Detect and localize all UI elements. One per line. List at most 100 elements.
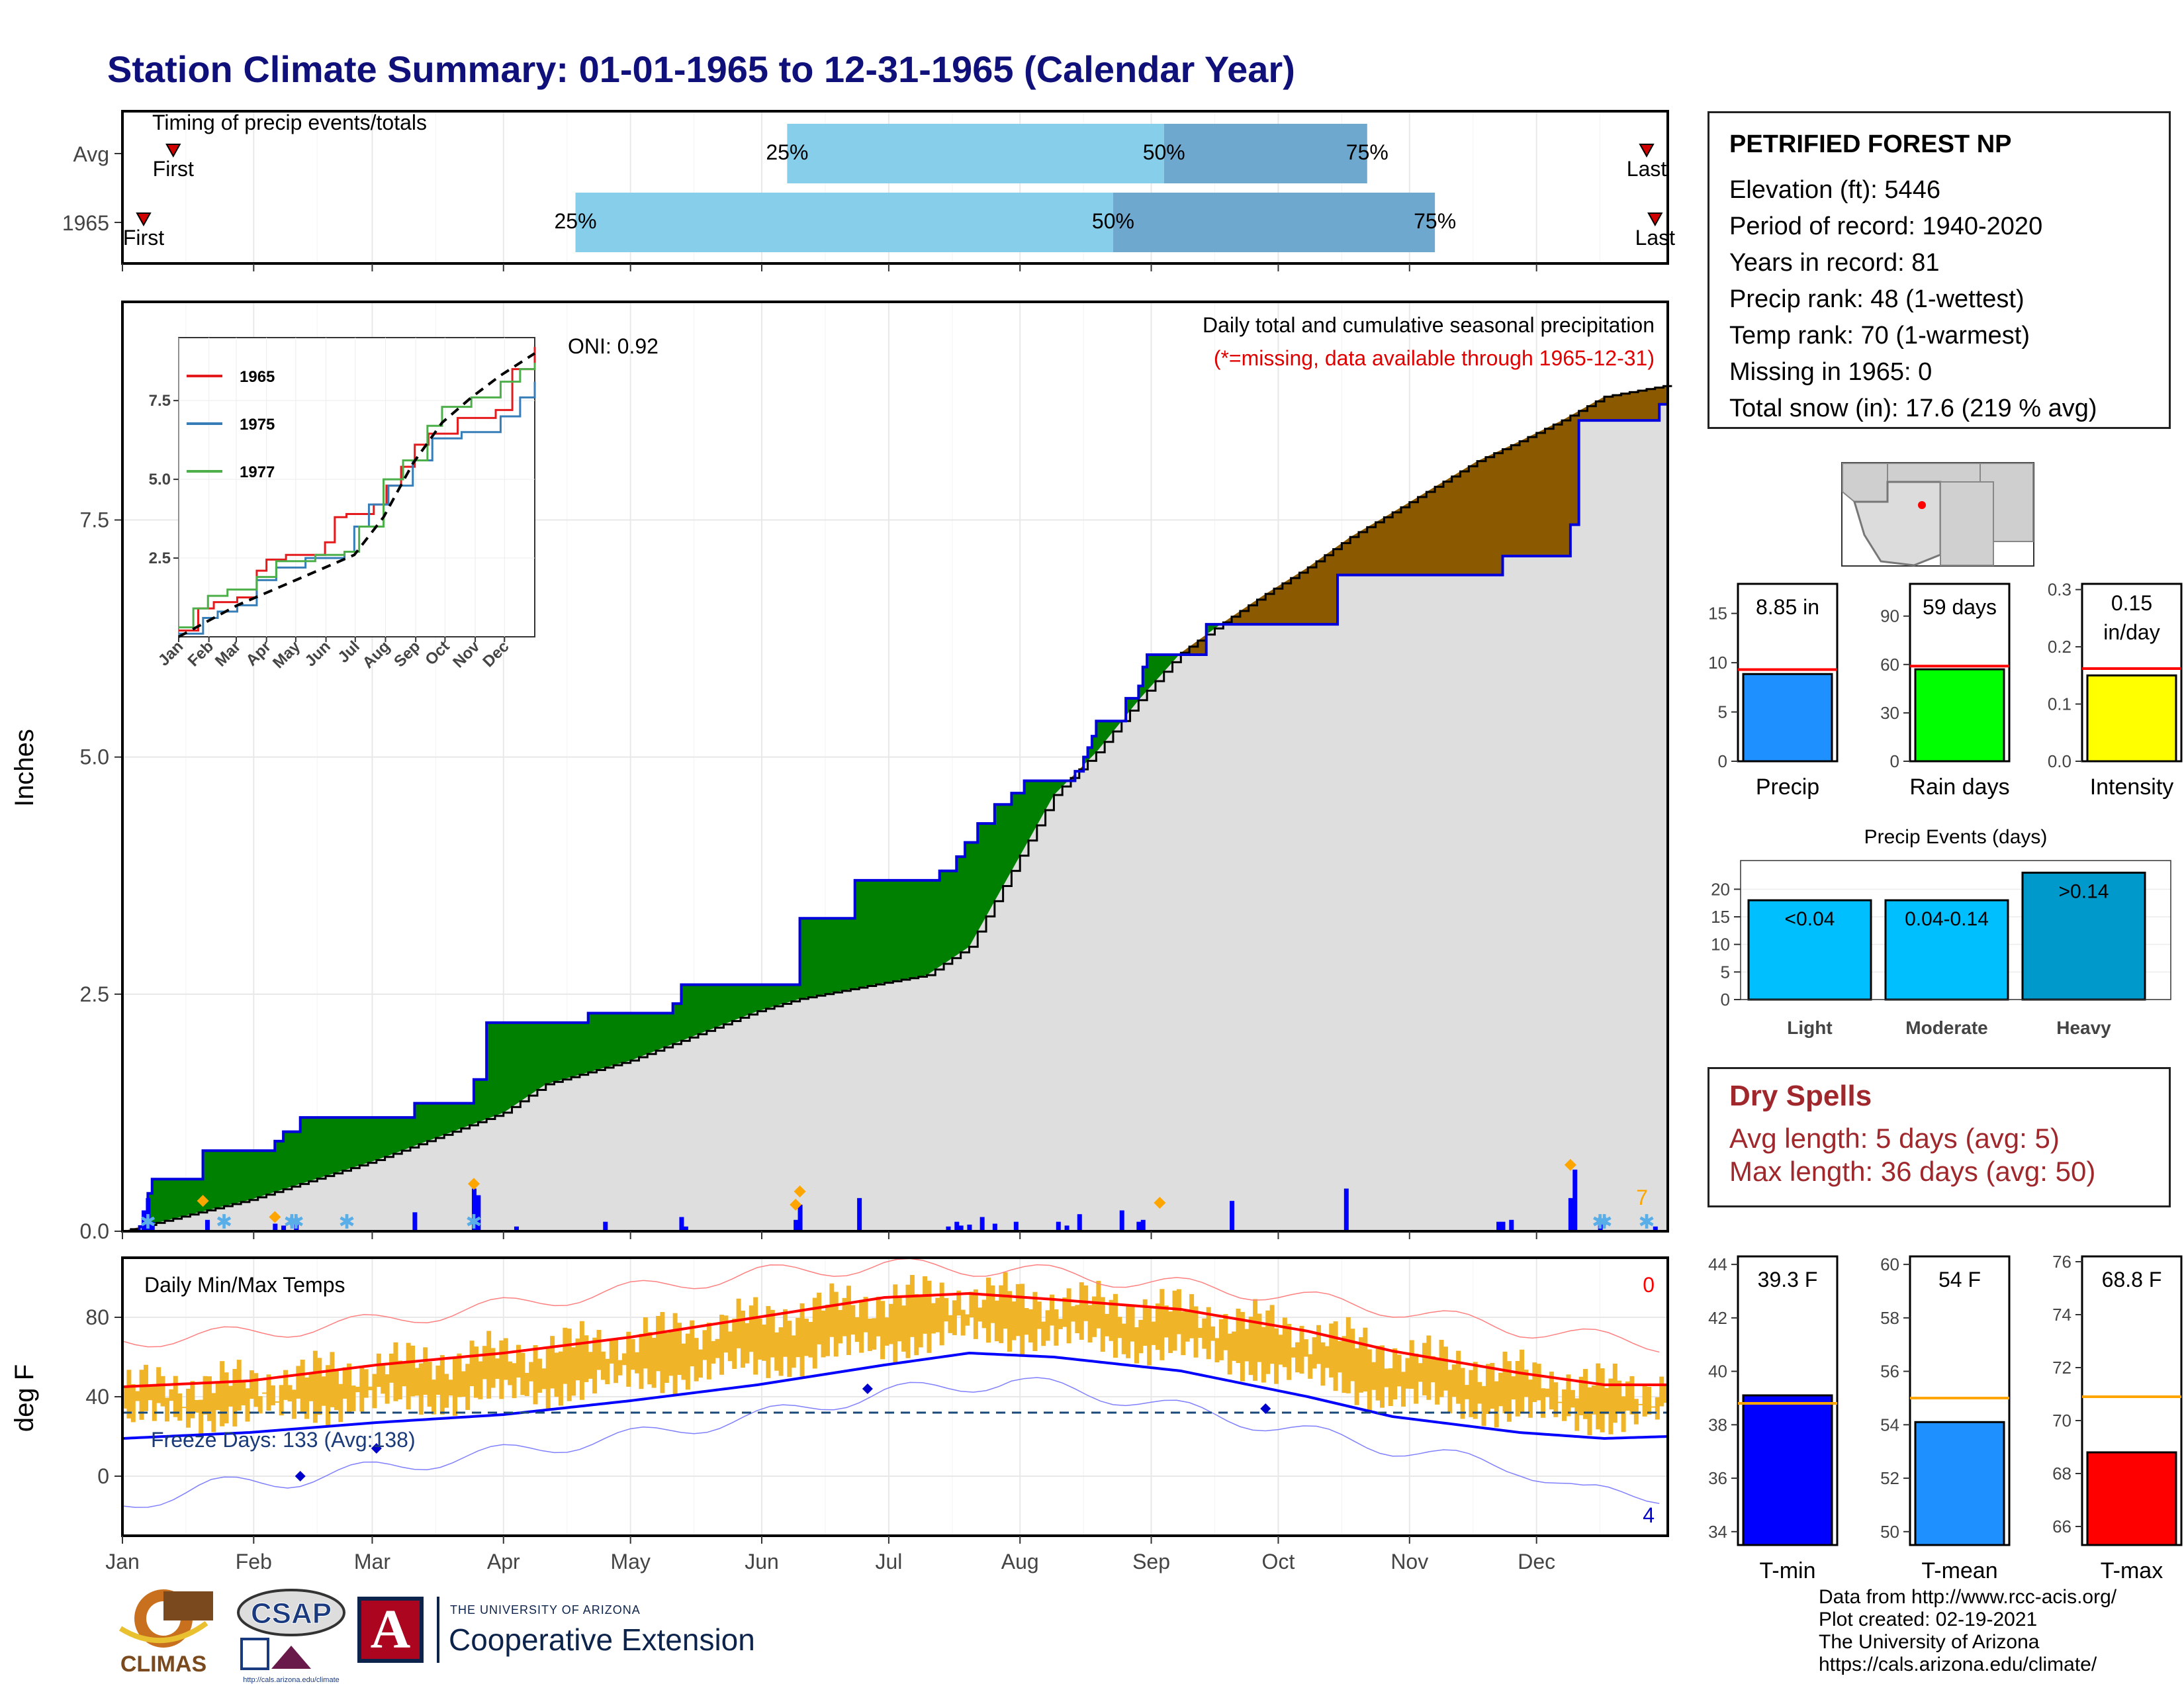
daily-temp-bar [1160,1289,1165,1360]
daily-precip-bar [1136,1221,1142,1231]
daily-temp-bar [1435,1358,1440,1405]
daily-temp-bar [1269,1305,1275,1364]
daily-temp-bar [1460,1368,1465,1419]
daily-temp-bar [389,1353,394,1383]
daily-precip-bar [679,1217,684,1231]
daily-temp-bar [719,1315,725,1375]
daily-temp-bar [368,1386,373,1391]
daily-temp-bar [1600,1368,1605,1432]
station-line: Temp rank: 70 (1-warmest) [1729,322,2030,350]
daily-precip-bar [1572,1169,1578,1231]
daily-temp-bar [1354,1348,1359,1405]
station-info-box: PETRIFIED FOREST NP Elevation (ft): 5446… [1707,111,2171,429]
daily-temp-bar [287,1385,293,1402]
daily-temp-bar [1405,1358,1410,1389]
timing-chart: Avg 25% 50% 75% First Last 1965 25% 50% 75% First L… [62,110,1675,271]
daily-temp-bar [749,1305,754,1352]
snow-marker: ✱ [1596,1211,1612,1233]
daily-temp-bar [296,1366,301,1399]
daily-temp-bar [516,1344,521,1378]
daily-precip-bar [946,1226,951,1231]
daily-temp-bar [782,1309,788,1357]
flag-marker [467,1178,480,1190]
csap-logo-url: http://cals.arizona.edu/climate [243,1676,340,1684]
daily-temp-bar [1371,1362,1377,1390]
daily-temp-bar [872,1318,877,1350]
month-label: Jun [745,1550,779,1573]
daily-temp-bar [143,1364,148,1411]
daily-temp-bar [241,1381,246,1405]
y-axis-label: Inches [10,729,39,807]
daily-temp-bar [1007,1291,1013,1352]
daily-temp-bar [1155,1303,1160,1350]
row-label: 1965 [62,211,109,235]
month-label: Nov [1390,1550,1428,1573]
daily-precip-bar [141,1210,146,1231]
daily-temp-bar [1400,1372,1406,1407]
daily-temp-bar [1248,1317,1253,1376]
daily-temp-bar [1469,1370,1474,1417]
daily-precip-bar [1653,1226,1658,1231]
daily-temp-bar [1287,1323,1292,1380]
daily-temp-bar [838,1309,843,1344]
daily-precip-bar [412,1212,418,1231]
plot-frame [121,110,1669,265]
daily-temp-bar [1050,1294,1054,1326]
daily-temp-bar [1070,1306,1075,1322]
daily-temp-bar [1075,1305,1080,1334]
summary-label: T-mean [1921,1558,1997,1583]
daily-temp-bar [1511,1376,1516,1400]
inset-y-label: 7.5 [149,392,171,410]
daily-temp-bar [842,1297,847,1336]
daily-precip-bar [683,1226,688,1231]
summary-value: 54 F [1938,1268,1981,1291]
daily-temp-bar [626,1331,631,1387]
daily-temp-bar [575,1338,580,1381]
daily-temp-bar [1655,1397,1660,1420]
summary-value: 68.8 F [2102,1268,2162,1291]
daily-temp-bar [432,1380,436,1415]
daily-temp-bar [1320,1342,1326,1386]
credits: Data from http://www.rcc-acis.org/ Plot … [1819,1586,2116,1676]
daily-temp-bar [1557,1401,1563,1403]
daily-temp-bar [766,1306,771,1378]
daily-temp-bar [418,1363,424,1415]
daily-temp-bar [803,1319,809,1356]
corner-value: 7 [1636,1186,1648,1209]
daily-temp-bar [1333,1321,1338,1391]
daily-temp-bar [1218,1319,1224,1360]
daily-temp-bar [1345,1317,1351,1393]
timing-bar-25-50 [575,193,1113,252]
daily-temp-bar [317,1358,322,1415]
y-tick-label: 0.0 [80,1219,109,1243]
daily-temp-bar [952,1300,957,1335]
summary-value: 59 days [1923,595,1997,619]
daily-temp-bar [981,1299,987,1329]
y-tick-label: 68 [2052,1464,2071,1483]
first-marker [136,212,152,227]
inset-series-line [179,363,536,629]
daily-temp-bar [397,1360,402,1400]
daily-temp-bar [1291,1347,1296,1358]
y-tick-label: 34 [1708,1522,1727,1542]
daily-temp-bar [308,1372,314,1401]
daily-temp-bar [1295,1342,1300,1373]
record-max-line [122,1258,1660,1353]
daily-precip-bar [281,1225,287,1231]
daily-temp-bar [1299,1325,1304,1374]
event-bar-label: 0.04-0.14 [1905,908,1989,930]
daily-temp-bar [854,1317,860,1342]
corner-bottom: 4 [1643,1503,1655,1527]
plot-frame [121,301,1669,1233]
credit-line: The University of Arizona [1819,1631,2040,1653]
inset-legend-label: 1977 [240,463,275,481]
csap-logo-text: CSAP [251,1597,332,1630]
y-tick-label: 20 [1711,879,1730,899]
daily-temp-bar [1054,1309,1059,1346]
daily-temp-bar [973,1289,978,1339]
daily-precip-bar [954,1221,960,1231]
summary-value: 39.3 F [1758,1268,1818,1291]
percentile-label: 50% [1143,140,1185,164]
extreme-marker [295,1471,306,1481]
